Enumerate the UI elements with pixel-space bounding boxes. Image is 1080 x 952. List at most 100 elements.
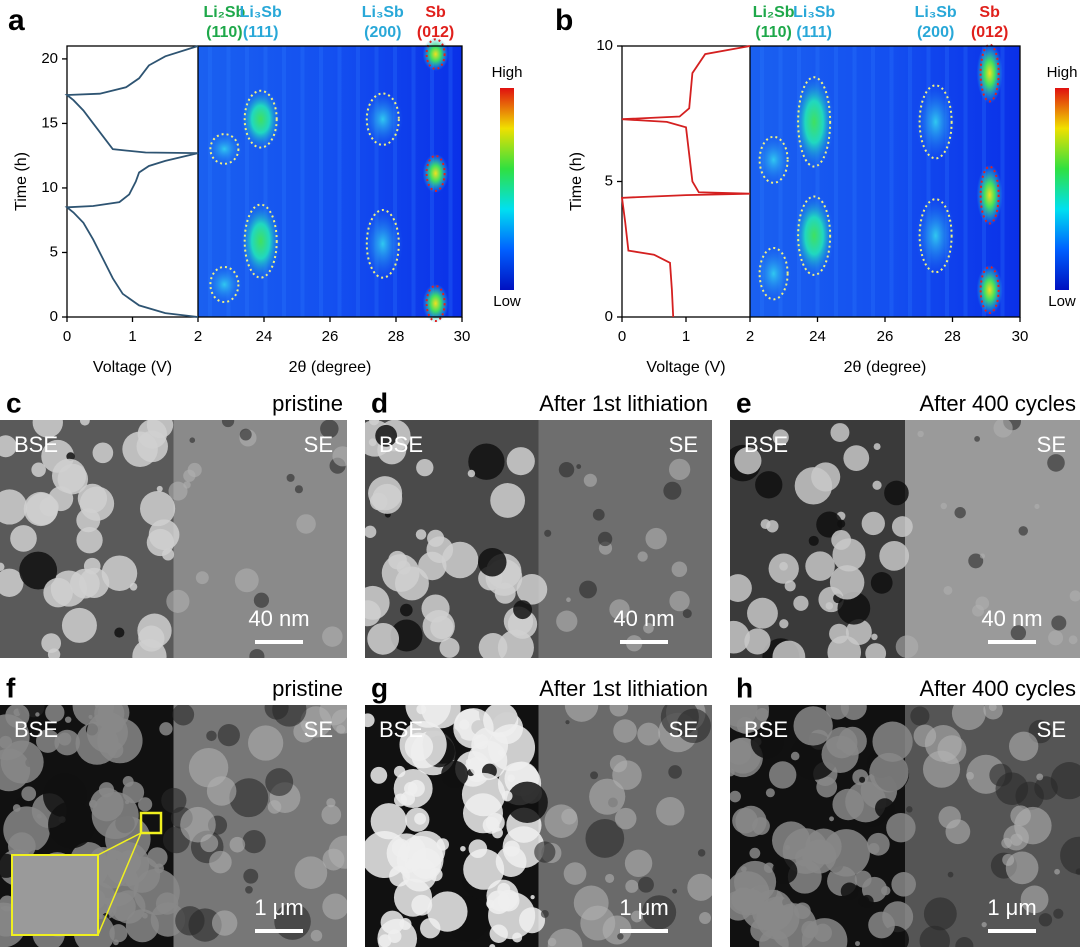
panel-letter: h	[736, 672, 753, 703]
bse-particle	[502, 826, 545, 869]
bse-particle	[468, 443, 505, 480]
bse-particle	[404, 781, 418, 796]
se-feature	[913, 724, 937, 748]
se-feature	[983, 705, 1003, 720]
bse-particle	[94, 705, 125, 729]
bse-particle	[772, 640, 806, 658]
heatmap-streak	[393, 46, 397, 317]
se-feature	[161, 787, 187, 814]
micrograph	[365, 420, 712, 658]
bse-particle	[734, 860, 777, 903]
bse-particle	[859, 776, 866, 783]
se-feature	[589, 778, 626, 815]
bse-particle	[380, 910, 405, 935]
peak-outline	[209, 133, 240, 165]
se-feature	[945, 819, 971, 845]
se-feature	[175, 906, 205, 936]
se-feature	[534, 841, 556, 863]
bse-particle	[36, 813, 42, 819]
bse-particle	[0, 435, 17, 458]
bse-particle	[872, 480, 882, 490]
peak-hkl: (111)	[796, 24, 832, 41]
se-feature	[940, 502, 947, 510]
se-feature	[605, 873, 615, 883]
bse-particle	[12, 804, 21, 812]
se-feature	[180, 806, 216, 843]
peak-outline	[209, 265, 240, 304]
se-feature	[1048, 630, 1064, 646]
bse-particle	[61, 607, 97, 643]
se-label: SE	[304, 717, 333, 742]
x-tick-label: 26	[322, 328, 339, 345]
peak-outline	[918, 84, 953, 160]
bse-particle	[790, 751, 800, 761]
bse-particle	[518, 907, 546, 934]
se-feature	[1068, 635, 1078, 645]
x-tick-label: 26	[877, 328, 894, 345]
bse-particle	[831, 530, 852, 550]
heatmap-streak	[852, 46, 857, 317]
bse-particle	[869, 752, 909, 793]
panel-letter: c	[6, 387, 22, 418]
se-feature	[614, 807, 637, 830]
bse-particle	[886, 812, 916, 843]
se-feature	[322, 893, 347, 920]
se-label: SE	[1037, 432, 1066, 457]
se-feature	[563, 862, 587, 885]
se-feature	[1018, 526, 1029, 536]
bse-particle	[730, 574, 752, 602]
se-feature	[910, 706, 930, 726]
bse-particle	[156, 485, 163, 492]
bse-particle	[768, 553, 799, 584]
se-feature	[1036, 773, 1044, 781]
y-axis-label: Time (h)	[568, 152, 585, 211]
bse-particle	[854, 870, 872, 888]
se-feature	[979, 553, 986, 559]
se-feature	[565, 720, 570, 725]
se-feature	[609, 599, 630, 620]
heatmap-streak	[908, 46, 912, 317]
bse-particle	[770, 903, 817, 947]
heatmap-streak	[1000, 46, 1005, 317]
bse-particle	[125, 909, 159, 943]
bse-particle	[861, 511, 885, 536]
bse-particle	[439, 637, 460, 658]
bse-particle	[146, 420, 174, 439]
panel-letter: e	[736, 387, 752, 418]
x-tick-label: 30	[454, 328, 471, 345]
se-feature	[264, 705, 289, 720]
se-feature	[573, 885, 609, 921]
bse-particle	[411, 894, 433, 916]
roi-link	[97, 832, 142, 856]
heatmap-streak	[945, 46, 949, 317]
x-tick-label: 24	[256, 328, 273, 345]
se-feature	[613, 719, 637, 743]
peak-phase: Sb	[979, 4, 1000, 21]
se-feature	[579, 580, 597, 599]
se-feature	[643, 622, 654, 634]
bse-particle	[755, 708, 769, 721]
bse-particle	[76, 527, 103, 554]
y-tick-label: 5	[605, 172, 613, 189]
peak-hkl: (200)	[917, 24, 954, 41]
bse-particle	[865, 643, 887, 658]
bse-particle	[870, 572, 893, 594]
x-axis-label: 2θ (degree)	[289, 359, 372, 376]
bse-particle	[159, 722, 173, 736]
peak-hkl: (200)	[364, 24, 401, 41]
bse-particle	[765, 788, 775, 798]
se-feature	[558, 461, 575, 478]
bse-particle	[784, 580, 796, 592]
se-feature	[209, 850, 232, 874]
heatmap-streak	[926, 46, 931, 317]
bse-particle	[460, 845, 466, 852]
bse-particle	[370, 803, 407, 840]
y-tick-label: 20	[41, 50, 58, 67]
bse-particle	[148, 519, 180, 551]
heatmap-bg	[198, 46, 462, 317]
se-feature	[336, 724, 346, 734]
peak-phase: Li₃Sb	[915, 4, 957, 21]
peak-hkl: (110)	[755, 24, 791, 41]
se-feature	[561, 808, 578, 825]
se-feature	[1010, 805, 1031, 826]
